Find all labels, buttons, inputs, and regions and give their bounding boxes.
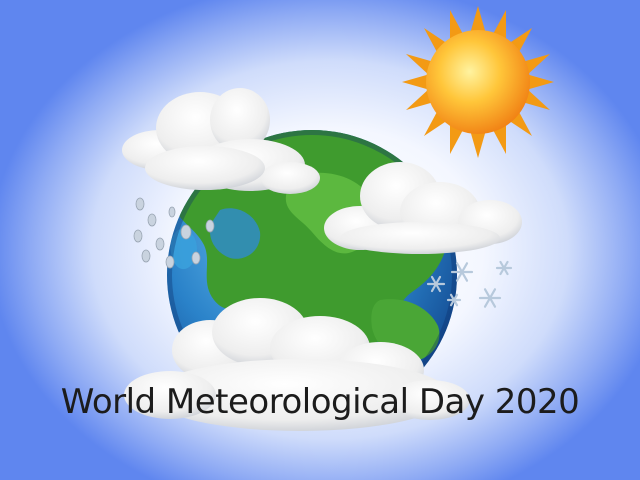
cloud-icon [122,88,522,431]
sun-icon [402,6,554,158]
caption-title: World Meteorological Day 2020 [60,382,580,422]
raindrop-icon [133,197,215,269]
snowflake-icon [426,260,513,308]
